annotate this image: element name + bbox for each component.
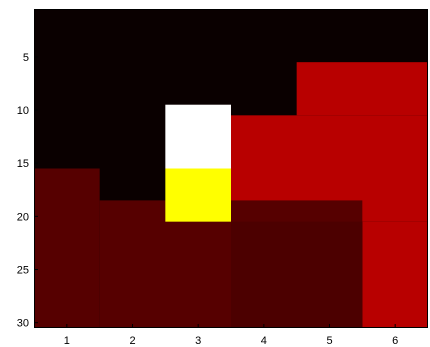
x-tick-label: 4 <box>261 335 267 347</box>
y-tick-label: 30 <box>17 318 29 330</box>
y-tick-label: 25 <box>17 265 29 277</box>
x-tick-label: 6 <box>392 335 398 347</box>
y-tick-label: 15 <box>17 158 29 170</box>
y-axis-ticks: 5 10 15 20 25 30 <box>17 52 38 330</box>
x-tick-label: 5 <box>326 335 332 347</box>
heatmap-region-red-1 <box>296 62 428 116</box>
heatmap-region-dark-red-1 <box>34 168 100 328</box>
x-tick-label: 1 <box>64 335 70 347</box>
heatmap-region-yellow <box>165 168 231 222</box>
x-axis-ticks: 1 2 3 4 5 6 <box>64 324 398 347</box>
y-tick-label: 20 <box>17 211 29 223</box>
x-tick-label: 2 <box>129 335 135 347</box>
plot-frame <box>34 9 428 328</box>
heatmap-region-red-3 <box>362 221 428 328</box>
heatmap-cells <box>34 9 428 328</box>
heatmap-region-dark-red-3 <box>231 221 363 328</box>
y-tick-label: 10 <box>17 105 29 117</box>
heatmap-region-white <box>165 104 231 169</box>
x-tick-label: 3 <box>195 335 201 347</box>
y-tick-label: 5 <box>23 52 29 64</box>
